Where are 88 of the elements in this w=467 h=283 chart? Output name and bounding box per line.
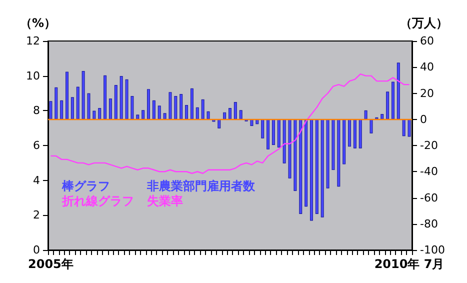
bar bbox=[299, 119, 302, 214]
bar bbox=[142, 110, 145, 120]
bar bbox=[332, 119, 335, 170]
bar bbox=[120, 76, 123, 120]
y2-tick-label: -40 bbox=[420, 165, 438, 178]
bar bbox=[315, 119, 318, 214]
bar bbox=[168, 92, 172, 120]
bar bbox=[304, 119, 308, 207]
bar bbox=[206, 111, 210, 120]
bar bbox=[294, 119, 297, 191]
bar bbox=[49, 101, 52, 120]
bar bbox=[60, 100, 64, 120]
bar bbox=[380, 114, 384, 120]
bar bbox=[82, 71, 85, 120]
x-tick-label: 2005年 bbox=[28, 257, 74, 271]
series-label: 失業率 bbox=[147, 194, 183, 208]
bar bbox=[266, 119, 270, 150]
bar bbox=[130, 96, 134, 120]
bar bbox=[250, 119, 254, 126]
bar bbox=[326, 119, 330, 188]
bar bbox=[70, 97, 74, 120]
bar bbox=[396, 62, 400, 120]
bar bbox=[337, 119, 340, 187]
bar bbox=[174, 96, 178, 120]
y2-tick-label: -20 bbox=[420, 139, 438, 152]
bar bbox=[104, 75, 107, 120]
bar bbox=[114, 85, 118, 120]
bar bbox=[288, 119, 292, 178]
annotation: 折れ線グラフ bbox=[61, 194, 134, 208]
y-tick-label: 10 bbox=[26, 69, 40, 82]
bar bbox=[136, 114, 140, 120]
bar bbox=[147, 89, 150, 120]
y-tick-label: 4 bbox=[33, 174, 40, 187]
y-tick-label: 8 bbox=[33, 104, 40, 118]
bar bbox=[158, 106, 161, 120]
bar bbox=[282, 119, 286, 164]
bar bbox=[92, 110, 96, 120]
bar bbox=[386, 92, 390, 120]
line-series bbox=[50, 73, 410, 174]
bar bbox=[66, 72, 69, 120]
bar bbox=[358, 119, 362, 148]
bar bbox=[76, 86, 80, 120]
bar bbox=[190, 88, 194, 120]
bar bbox=[272, 119, 275, 145]
bar bbox=[98, 108, 102, 120]
bar bbox=[223, 112, 226, 120]
bar bbox=[408, 119, 411, 137]
bar bbox=[320, 119, 324, 218]
bar bbox=[54, 87, 58, 120]
bar bbox=[152, 100, 156, 120]
y2-tick-label: -100 bbox=[420, 244, 445, 256]
y2-tick-label: 0 bbox=[420, 112, 427, 126]
bar bbox=[163, 113, 166, 120]
bar bbox=[125, 79, 128, 120]
bar bbox=[196, 107, 199, 120]
y2-tick-label: 60 bbox=[420, 34, 434, 48]
y-tick-label: 2 bbox=[33, 208, 40, 222]
bar bbox=[87, 93, 90, 120]
bar bbox=[201, 99, 204, 120]
bar bbox=[342, 119, 346, 164]
y-tick-label: 0 bbox=[33, 244, 40, 256]
y2-tick-label: -60 bbox=[420, 191, 438, 204]
bar bbox=[402, 119, 406, 136]
bar bbox=[353, 119, 356, 148]
bar bbox=[310, 119, 313, 221]
bar bbox=[277, 119, 280, 148]
bar bbox=[180, 94, 183, 120]
text: 非農業部門雇用者数 bbox=[146, 179, 256, 193]
x-tick-label: 2010年 7月 bbox=[374, 257, 444, 271]
y-tick-label: 6 bbox=[33, 139, 40, 152]
bar bbox=[261, 119, 264, 138]
bar bbox=[348, 119, 352, 147]
y-tick-label: 12 bbox=[26, 34, 40, 48]
y2-tick-label: -80 bbox=[420, 217, 438, 230]
bar bbox=[234, 102, 237, 120]
bar bbox=[218, 119, 221, 128]
bar bbox=[185, 105, 188, 120]
bar bbox=[391, 82, 394, 120]
bar bbox=[370, 119, 373, 134]
bar bbox=[228, 108, 232, 120]
y-axis-title: （%） bbox=[20, 16, 56, 30]
bar bbox=[239, 110, 242, 120]
y2-axis-title: （万人） bbox=[400, 16, 448, 30]
bar bbox=[108, 98, 112, 120]
y2-tick-label: 20 bbox=[420, 86, 434, 100]
bar bbox=[364, 110, 368, 120]
y2-tick-label: 40 bbox=[420, 60, 434, 74]
annotation: 棒グラフ bbox=[61, 179, 110, 193]
